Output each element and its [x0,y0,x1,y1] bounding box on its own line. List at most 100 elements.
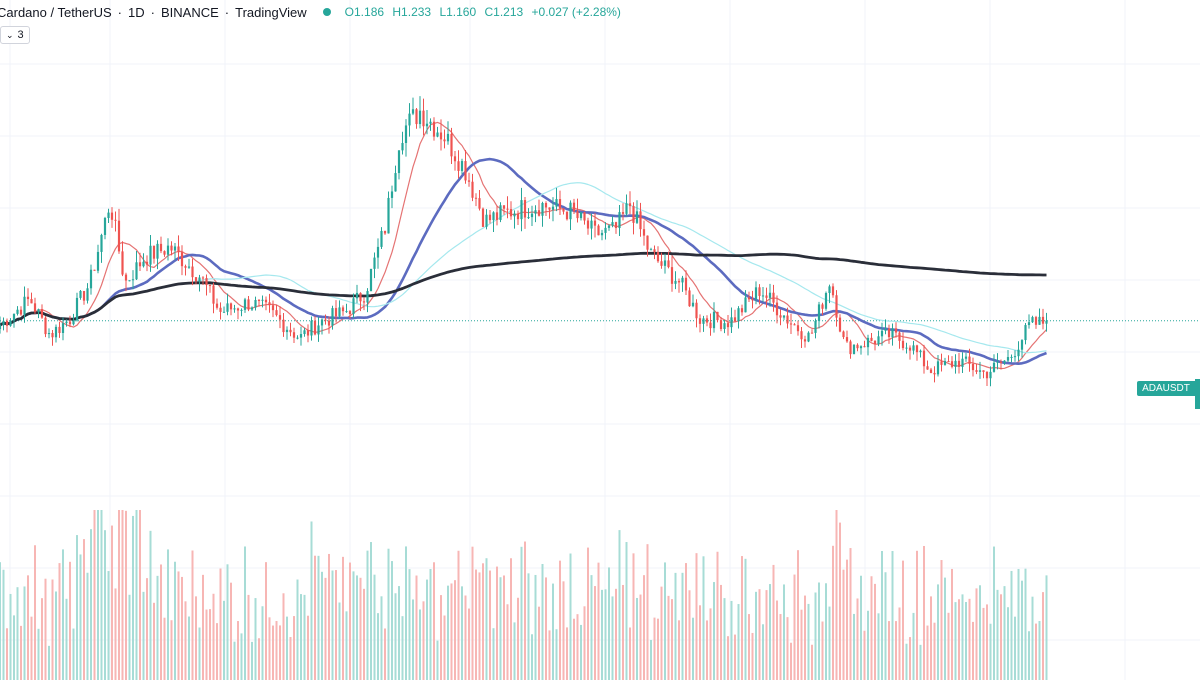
volume-bar [569,553,572,680]
volume-bar [37,628,40,680]
candle-body [166,245,170,255]
volume-bar [1024,568,1027,680]
candle-body [600,232,604,236]
candle-body [989,371,992,379]
volume-bar [779,614,782,680]
volume-bar [251,641,253,680]
volume-bar [674,572,677,680]
volume-bar [90,529,92,680]
candle-body [457,161,460,171]
candle-body [114,219,117,221]
candle-body [348,311,352,315]
candle-body [863,346,866,348]
volume-bar [888,621,890,680]
candle-body [709,322,712,329]
volume-bar [118,510,120,680]
volume-bar [653,617,656,680]
candle-body [282,319,285,333]
candle-body [621,212,625,214]
candle-body [383,230,387,234]
candle-body [376,246,380,258]
candle-body [278,315,282,320]
candle-body [275,310,278,316]
volume-bar [877,613,880,680]
volume-bar [212,593,215,680]
candle-body [1003,360,1006,363]
volume-bar [576,614,579,680]
volume-bar [139,510,141,680]
volume-bar [783,584,785,680]
volume-bar [681,572,684,680]
candle-body [51,332,54,338]
candle-body [268,302,271,306]
volume-bar [1021,580,1023,680]
candle-body [1034,317,1038,325]
candle-body [688,290,691,307]
candle-body [954,360,957,367]
candle-body [390,191,394,198]
separator: · [117,4,123,20]
candle-body [229,303,233,310]
candle-body [306,330,310,336]
volume-bar [825,583,827,680]
volume-bar [9,593,12,680]
volume-bar [660,586,663,680]
candle-body [628,203,632,207]
candle-body [404,125,408,144]
candle-body [313,320,317,335]
volume-bar [604,589,607,680]
candle-body [289,329,292,333]
volume-bar [1028,631,1030,680]
candle-body [537,210,541,216]
volume-bar [237,621,239,680]
volume-bar [27,575,29,680]
volume-bar [58,563,61,680]
volume-bar [415,575,418,680]
volume-bar [741,556,743,680]
symbol-title[interactable]: Cardano / TetherUS [0,4,112,20]
volume-bar [464,595,467,680]
candle-body [464,161,467,181]
candle-body [425,123,429,127]
volume-bar [198,627,201,680]
candle-body [534,210,537,214]
volume-bar [517,597,519,680]
volume-bar [622,584,624,680]
volume-bar [772,564,775,680]
candle-body [894,328,898,333]
volume-bar [905,643,908,680]
volume-bar [692,617,694,680]
candle-body [72,320,75,325]
candle-body [362,301,366,303]
volume-bar [632,553,635,680]
candle-body [877,336,880,345]
candle-body [978,370,982,372]
volume-bar [142,591,145,680]
volume-bar [874,583,876,680]
interval-label[interactable]: 1D [128,4,145,20]
indicators-collapse-button[interactable]: ⌄ 3 [0,26,30,44]
candle-body [233,308,236,310]
candle-body [576,211,579,219]
candle-body [947,361,950,363]
volume-bar [83,539,85,680]
candle-body [551,206,555,210]
candle-body [485,214,488,227]
candle-body [257,300,261,302]
volume-bar [737,604,740,680]
volume-bar [678,620,680,680]
volume-bar [636,597,638,680]
candle-body [170,245,173,251]
volume-bar [811,644,813,680]
volume-bar [566,627,568,680]
candle-body [5,320,9,326]
candle-body [569,202,572,220]
change-value: +0.027 (+2.28%) [531,5,621,19]
volume-bar [1010,570,1013,680]
candle-body [212,285,215,304]
volume-bar [954,602,957,680]
candle-body [163,251,166,255]
candle-body [320,319,324,326]
volume-bar [583,606,586,680]
